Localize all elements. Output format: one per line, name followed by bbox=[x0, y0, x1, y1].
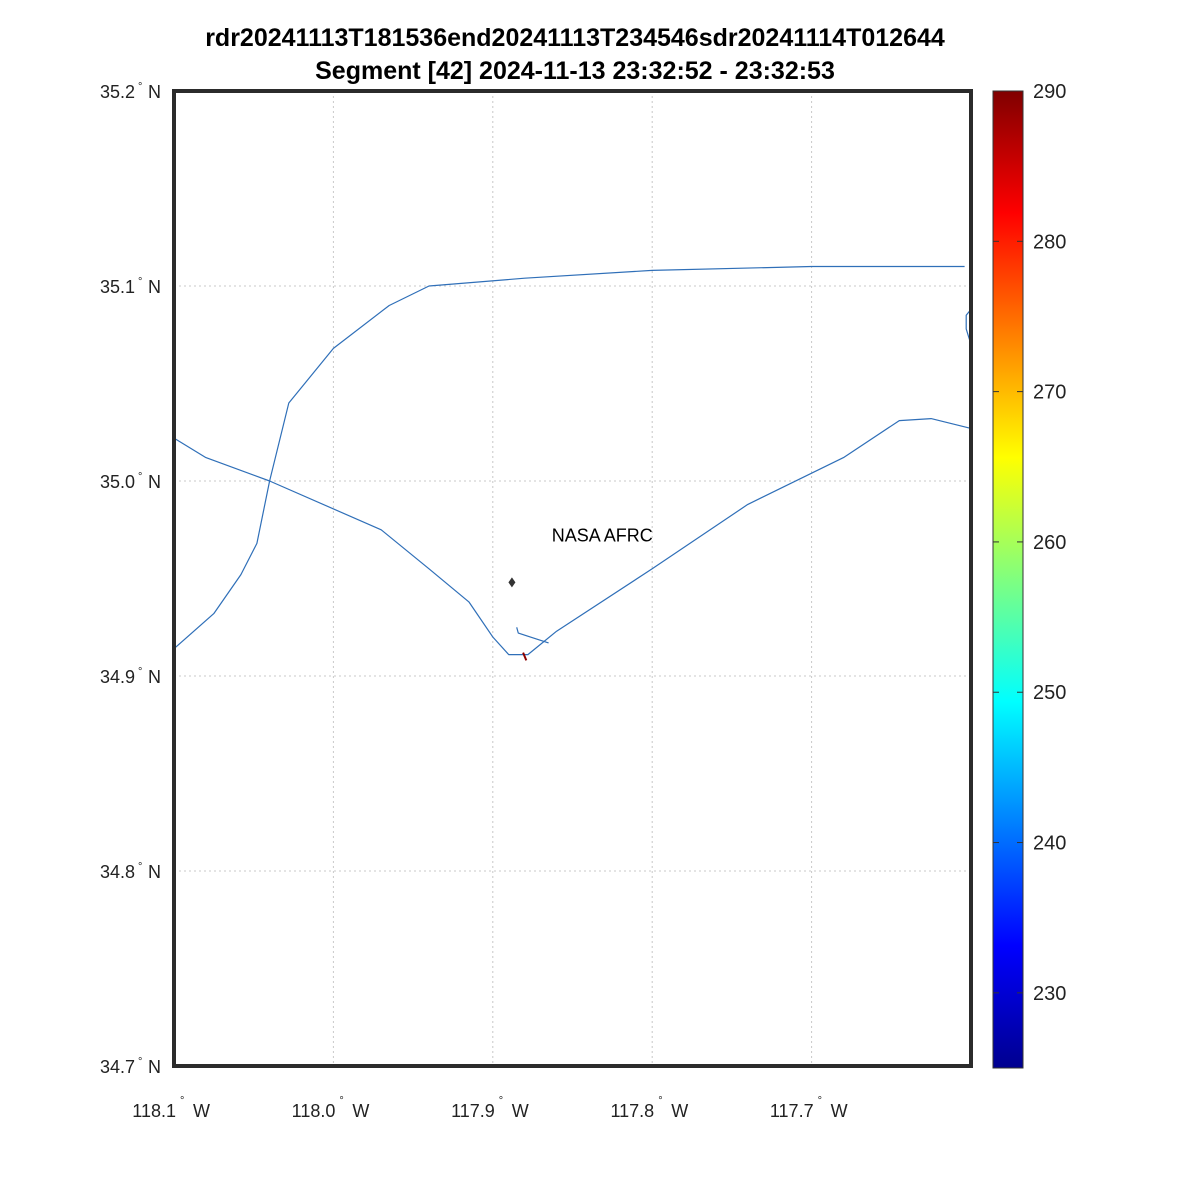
lat-hemisphere: N bbox=[148, 862, 161, 882]
lat-tick-label: 35.2 bbox=[100, 82, 135, 102]
degree-symbol: ° bbox=[180, 1095, 184, 1107]
degree-symbol: ° bbox=[339, 1095, 343, 1107]
lon-hemisphere: W bbox=[671, 1101, 688, 1121]
flight-track-1 bbox=[173, 418, 972, 656]
lon-tick-label: 117.9 bbox=[451, 1101, 495, 1121]
colorbar-ticks: 290 280 270 260 250 240 230 bbox=[993, 81, 1066, 1005]
colorbar-tick-label: 280 bbox=[1033, 231, 1066, 253]
degree-symbol: ° bbox=[138, 81, 142, 93]
chart-subtitle: Segment [42] 2024-11-13 23:32:52 - 23:32… bbox=[315, 57, 835, 85]
flight-track-2 bbox=[516, 627, 549, 644]
degree-symbol: ° bbox=[138, 471, 142, 483]
diamond-icon bbox=[508, 577, 516, 588]
lat-tick-label: 34.9 bbox=[100, 667, 135, 687]
lon-tick-label: 118.1 bbox=[132, 1101, 176, 1121]
lat-tick-label: 35.1 bbox=[100, 277, 135, 297]
lon-tick-label: 117.8 bbox=[610, 1101, 654, 1121]
lon-hemisphere: W bbox=[193, 1101, 210, 1121]
lat-hemisphere: N bbox=[148, 277, 161, 297]
colorbar-tick-label: 250 bbox=[1033, 682, 1066, 704]
map-background bbox=[174, 91, 971, 1066]
lon-tick-label: 117.7 bbox=[770, 1101, 814, 1121]
degree-symbol: ° bbox=[138, 276, 142, 288]
flight-tracks bbox=[173, 265, 972, 661]
site-label: NASA AFRC bbox=[552, 526, 653, 546]
longitude-labels: 118.1 ° W 118.0 ° W 117.9 ° W 117.8 ° W 117.7 ° W bbox=[132, 1095, 847, 1121]
marker-layer bbox=[508, 577, 516, 588]
colorbar bbox=[992, 90, 1024, 1069]
colorbar-tick-label: 270 bbox=[1033, 382, 1066, 404]
flight-track-4 bbox=[522, 652, 528, 661]
flight-track-0 bbox=[173, 265, 965, 650]
degree-symbol: ° bbox=[138, 861, 142, 873]
lon-hemisphere: W bbox=[352, 1101, 369, 1121]
colorbar-tick-label: 290 bbox=[1033, 81, 1066, 103]
degree-symbol: ° bbox=[138, 1056, 142, 1068]
degree-symbol: ° bbox=[658, 1095, 662, 1107]
colorbar-tick-label: 230 bbox=[1033, 983, 1066, 1005]
degree-symbol: ° bbox=[818, 1095, 822, 1107]
degree-symbol: ° bbox=[138, 666, 142, 678]
latitude-labels: 35.2 ° N35.1 ° N35.0 ° N34.9 ° N34.8 ° N34.7 ° N bbox=[100, 81, 161, 1077]
lat-hemisphere: N bbox=[148, 82, 161, 102]
degree-symbol: ° bbox=[499, 1095, 503, 1107]
lat-hemisphere: N bbox=[148, 472, 161, 492]
lon-tick-label: 118.0 bbox=[292, 1101, 336, 1121]
lat-hemisphere: N bbox=[148, 1057, 161, 1077]
colorbar-tick-label: 260 bbox=[1033, 532, 1066, 554]
chart-title: rdr20241113T181536end20241113T234546sdr2… bbox=[205, 24, 945, 52]
map-frame bbox=[172, 89, 973, 1068]
colorbar-tick-label: 240 bbox=[1033, 833, 1066, 855]
flight-track-3 bbox=[965, 309, 972, 345]
lat-hemisphere: N bbox=[148, 667, 161, 687]
lat-tick-label: 34.7 bbox=[100, 1057, 135, 1077]
lon-hemisphere: W bbox=[512, 1101, 529, 1121]
lat-tick-label: 35.0 bbox=[100, 472, 135, 492]
lat-tick-label: 34.8 bbox=[100, 862, 135, 882]
lon-hemisphere: W bbox=[831, 1101, 848, 1121]
